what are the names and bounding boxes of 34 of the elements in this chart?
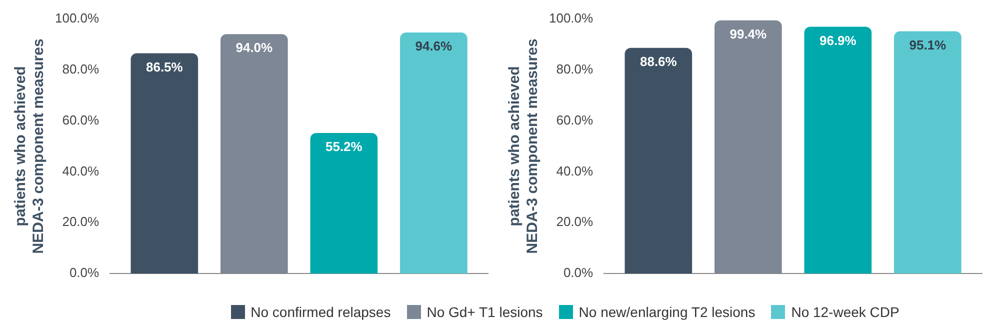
y-tick-label: 40.0% — [556, 163, 594, 178]
bar — [130, 53, 198, 274]
y-tick-label: 80.0% — [62, 61, 100, 76]
y-tick-label: 100.0% — [548, 10, 594, 26]
y-axis-title: patients who achieved NEDA-3 component measures — [506, 38, 542, 254]
y-tick-label: 0.0% — [563, 265, 594, 280]
bar — [400, 32, 468, 274]
legend-label: No Gd+ T1 lesions — [426, 304, 543, 320]
y-tick-label: 100.0% — [54, 10, 100, 26]
data-label: 96.9% — [819, 32, 857, 48]
data-label: 95.1% — [909, 37, 947, 52]
y-tick-label: 60.0% — [556, 112, 594, 128]
y-tick-label: 0.0% — [69, 265, 100, 280]
legend-label: No 12-week CDP — [791, 304, 900, 320]
y-tick-label: 20.0% — [556, 214, 594, 230]
bar — [714, 20, 782, 274]
legend-label: No new/enlarging T2 lesions — [578, 304, 756, 320]
data-label: 99.4% — [730, 26, 768, 42]
data-label: 55.2% — [325, 139, 363, 154]
y-axis-title: patients who achieved NEDA-3 component measures — [12, 38, 48, 254]
legend-label: No confirmed relapses — [250, 304, 391, 320]
y-tick-label: 80.0% — [556, 61, 594, 76]
bar — [310, 132, 378, 274]
bar — [804, 26, 872, 274]
y-tick-label: 20.0% — [62, 214, 100, 230]
y-tick-label: 40.0% — [62, 163, 100, 178]
bar — [624, 48, 692, 274]
y-tick-label: 60.0% — [62, 112, 100, 128]
bar — [894, 31, 962, 274]
bar — [220, 34, 288, 274]
data-label: 94.0% — [236, 40, 274, 56]
data-label: 86.5% — [146, 59, 184, 74]
data-label: 94.6% — [415, 38, 453, 54]
data-label: 88.6% — [640, 54, 678, 69]
